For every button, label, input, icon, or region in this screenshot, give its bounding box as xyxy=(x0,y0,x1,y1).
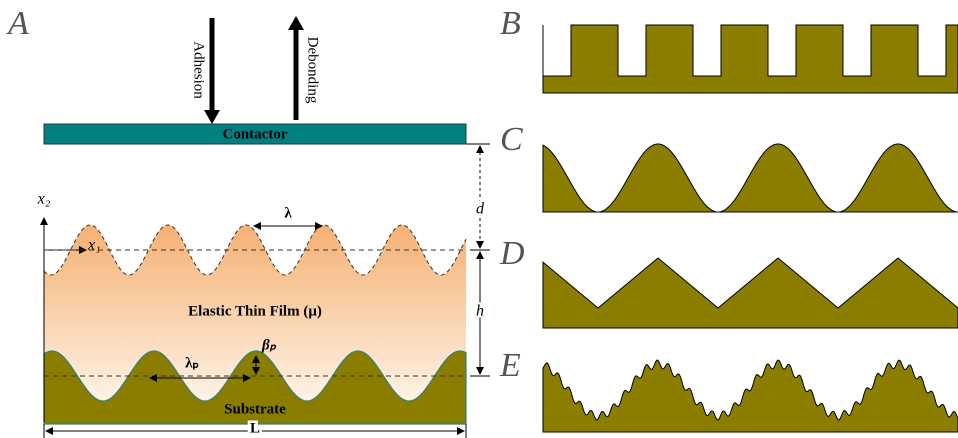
x1-label: x₁ xyxy=(87,237,101,254)
triangular-profile xyxy=(542,257,958,329)
x2-label: x₂ xyxy=(37,191,51,208)
lambda-p-label: λₚ xyxy=(185,355,199,371)
contactor-label: Contactor xyxy=(223,126,288,142)
contactor xyxy=(43,123,467,145)
shapes xyxy=(43,24,958,433)
substrate-label: Substrate xyxy=(224,401,286,417)
beta-p-label: βₚ xyxy=(261,337,277,353)
square-profile xyxy=(542,24,958,94)
rough-profile xyxy=(542,359,958,433)
h-label: h xyxy=(476,303,484,320)
panel-label: D xyxy=(499,235,525,272)
sinusoidal-profile xyxy=(542,143,958,213)
adhesion-label: Adhesion xyxy=(191,41,207,99)
panel-label: C xyxy=(500,121,523,158)
adhesion-head xyxy=(204,110,220,124)
panel-label: B xyxy=(500,5,521,42)
debonding-head xyxy=(288,16,304,30)
substrate xyxy=(43,350,467,425)
film-label: Elastic Thin Film (μ) xyxy=(188,303,322,319)
panel-label: A xyxy=(6,5,29,42)
lambda-label: λ xyxy=(284,205,292,221)
l-label: L xyxy=(250,420,260,436)
film xyxy=(44,225,466,401)
panel-label: E xyxy=(499,347,521,384)
debonding-label: Debonding xyxy=(305,37,321,104)
d-label: d xyxy=(476,201,485,218)
